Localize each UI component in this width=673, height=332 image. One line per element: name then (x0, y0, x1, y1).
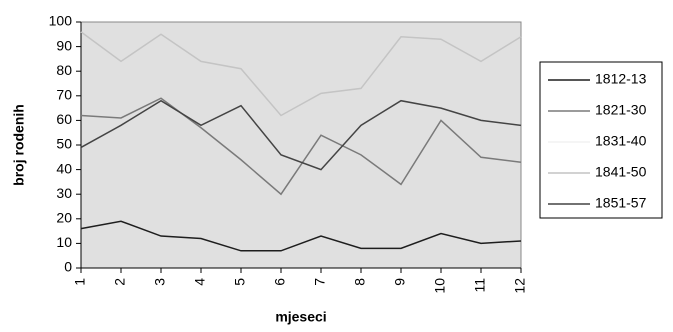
x-tick-label: 10 (432, 278, 448, 294)
x-tick-label: 3 (152, 278, 168, 286)
y-tick-label: 80 (56, 62, 72, 78)
x-tick-label: 2 (112, 278, 128, 286)
x-tick-label: 11 (472, 278, 488, 293)
y-tick-label: 100 (49, 13, 73, 29)
x-axis-label: mjeseci (275, 309, 326, 325)
series-line (80, 99, 522, 171)
y-tick-label: 60 (56, 111, 72, 127)
y-tick-label: 10 (56, 234, 72, 250)
legend-label: 1841-50 (595, 164, 647, 180)
legend-label: 1812-13 (595, 71, 647, 87)
x-tick-label: 6 (272, 278, 288, 286)
y-tick-label: 90 (56, 37, 72, 53)
y-tick-label: 30 (56, 185, 72, 201)
y-tick-label: 50 (56, 136, 72, 152)
y-axis-label: broj rodenih (11, 104, 27, 186)
series-line (80, 97, 522, 196)
x-tick-label: 8 (352, 278, 368, 286)
x-tick-label: 7 (312, 278, 328, 286)
legend-box (539, 61, 663, 219)
legend-label: 1821-30 (595, 102, 647, 118)
legend-label: 1851-57 (595, 195, 647, 211)
y-tick-label: 70 (56, 87, 72, 103)
x-tick-label: 1 (72, 278, 88, 286)
series-line (80, 220, 522, 252)
series-line (80, 31, 522, 117)
y-tick-label: 40 (56, 160, 72, 176)
y-tick-label: 20 (56, 210, 72, 226)
x-tick-label: 9 (392, 278, 408, 286)
y-tick-label: 0 (64, 259, 72, 275)
x-tick-label: 5 (232, 278, 248, 286)
plot-area (80, 21, 522, 269)
x-tick-label: 4 (192, 278, 208, 286)
x-tick-label: 12 (512, 278, 528, 294)
legend-label: 1831-40 (595, 133, 647, 149)
